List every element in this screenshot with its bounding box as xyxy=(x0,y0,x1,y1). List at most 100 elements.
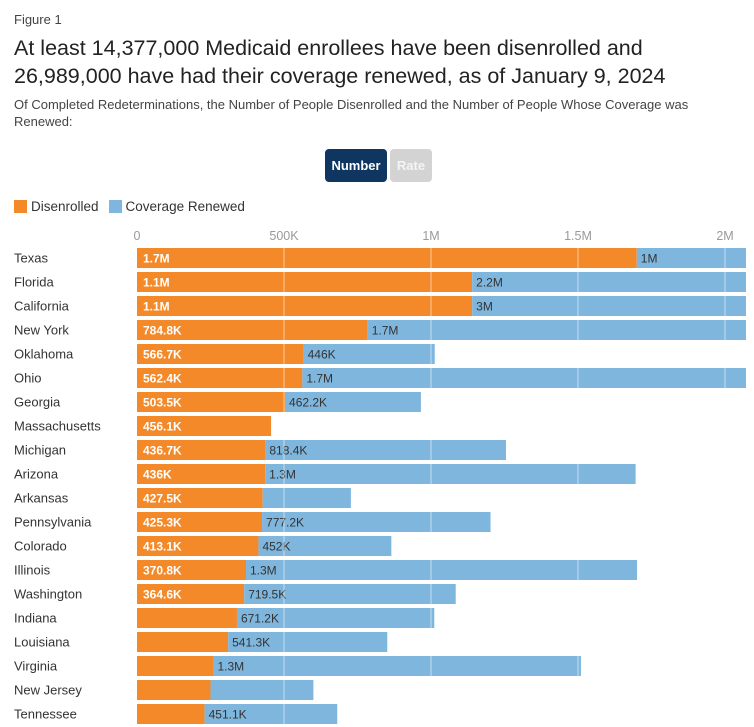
bar-disenrolled xyxy=(137,416,272,436)
data-label-disenrolled: 1.1M xyxy=(143,300,170,314)
data-label-coverage-renewed: 541.3K xyxy=(232,636,270,650)
bar-coverage-renewed xyxy=(258,536,392,556)
bar-coverage-renewed xyxy=(210,680,314,700)
bar-disenrolled xyxy=(137,488,263,508)
legend-item-disenrolled[interactable]: Disenrolled xyxy=(14,199,99,214)
category-label: Oklahoma xyxy=(14,347,74,362)
bar-disenrolled xyxy=(137,536,259,556)
figure-label: Figure 1 xyxy=(14,12,62,27)
bar-coverage-renewed xyxy=(303,344,435,364)
category-label: Florida xyxy=(14,275,55,290)
data-label-coverage-renewed: 451.1K xyxy=(209,708,247,722)
legend-swatch-coverage-renewed xyxy=(108,200,122,213)
data-label-coverage-renewed: 671.2K xyxy=(241,612,279,626)
chart-legend: Disenrolled Coverage Renewed xyxy=(14,199,255,214)
data-label-coverage-renewed: 818.4K xyxy=(269,444,307,458)
bar-disenrolled xyxy=(137,320,368,340)
bar-coverage-renewed xyxy=(265,440,506,460)
x-tick-label: 1M xyxy=(422,229,439,243)
data-label-disenrolled: 456.1K xyxy=(143,420,182,434)
data-label-disenrolled: 370.8K xyxy=(143,564,182,578)
data-label-coverage-renewed: 446K xyxy=(308,348,336,362)
category-label: Arkansas xyxy=(14,491,69,506)
data-label-coverage-renewed: 1M xyxy=(641,252,658,266)
legend-item-coverage-renewed[interactable]: Coverage Renewed xyxy=(108,199,245,214)
data-label-coverage-renewed: 1.7M xyxy=(306,372,333,386)
data-label-coverage-renewed: 3M xyxy=(476,300,493,314)
data-label-coverage-renewed: 1.3M xyxy=(250,564,277,578)
bar-coverage-renewed xyxy=(204,704,338,724)
bar-disenrolled xyxy=(137,608,237,628)
category-label: Louisiana xyxy=(14,635,70,650)
data-label-disenrolled: 784.8K xyxy=(143,324,182,338)
data-label-disenrolled: 427.5K xyxy=(143,492,182,506)
bar-coverage-renewed xyxy=(246,560,638,580)
number-toggle-button[interactable]: Number xyxy=(325,149,387,182)
x-tick-label: 500K xyxy=(269,229,299,243)
bar-disenrolled xyxy=(137,704,205,724)
data-label-coverage-renewed: 462.2K xyxy=(289,396,327,410)
x-tick-label: 2M xyxy=(716,229,733,243)
data-label-disenrolled: 562.4K xyxy=(143,372,182,386)
bar-coverage-renewed xyxy=(262,488,351,508)
bar-coverage-renewed xyxy=(636,248,746,268)
category-label: Tennessee xyxy=(14,707,77,722)
data-label-disenrolled: 566.7K xyxy=(143,348,182,362)
category-label: New Jersey xyxy=(14,683,82,698)
bar-coverage-renewed xyxy=(472,272,746,292)
data-label-coverage-renewed: 777.2K xyxy=(266,516,304,530)
data-label-disenrolled: 436K xyxy=(143,468,172,482)
bar-coverage-renewed xyxy=(236,608,435,628)
category-label: Illinois xyxy=(14,563,51,578)
x-tick-label: 0 xyxy=(134,229,141,243)
bar-coverage-renewed xyxy=(302,368,746,388)
bar-coverage-renewed xyxy=(228,632,388,652)
bar-disenrolled xyxy=(137,368,303,388)
data-label-disenrolled: 1.1M xyxy=(143,276,170,290)
bar-disenrolled xyxy=(137,584,245,604)
bar-disenrolled xyxy=(137,272,473,292)
bar-coverage-renewed xyxy=(285,392,421,412)
bar-coverage-renewed xyxy=(265,464,636,484)
category-label: Massachusetts xyxy=(14,419,101,434)
data-label-coverage-renewed: 1.7M xyxy=(372,324,399,338)
data-label-coverage-renewed: 1.3M xyxy=(269,468,296,482)
bar-disenrolled xyxy=(137,560,247,580)
category-label: California xyxy=(14,299,70,314)
bar-coverage-renewed xyxy=(262,512,491,532)
legend-label-coverage-renewed: Coverage Renewed xyxy=(125,199,245,214)
legend-label-disenrolled: Disenrolled xyxy=(31,199,99,214)
bar-disenrolled xyxy=(137,392,286,412)
bar-disenrolled xyxy=(137,296,473,316)
category-label: Washington xyxy=(14,587,82,602)
data-label-disenrolled: 503.5K xyxy=(143,396,182,410)
category-label: Georgia xyxy=(14,395,61,410)
rate-toggle-button[interactable]: Rate xyxy=(390,149,432,182)
category-label: Colorado xyxy=(14,539,67,554)
bar-disenrolled xyxy=(137,248,637,268)
x-tick-label: 1.5M xyxy=(564,229,592,243)
category-label: Texas xyxy=(14,251,48,266)
data-label-disenrolled: 436.7K xyxy=(143,444,182,458)
data-label-disenrolled: 425.3K xyxy=(143,516,182,530)
bar-coverage-renewed xyxy=(213,656,581,676)
category-label: Virginia xyxy=(14,659,58,674)
chart-title: At least 14,377,000 Medicaid enrollees h… xyxy=(14,36,666,88)
bar-coverage-renewed xyxy=(244,584,456,604)
data-label-disenrolled: 413.1K xyxy=(143,540,182,554)
bar-disenrolled xyxy=(137,632,229,652)
bar-disenrolled xyxy=(137,680,211,700)
category-label: New York xyxy=(14,323,69,338)
bar-disenrolled xyxy=(137,656,214,676)
category-label: Michigan xyxy=(14,443,66,458)
data-label-disenrolled: 1.7M xyxy=(143,252,170,266)
category-label: Arizona xyxy=(14,467,59,482)
category-label: Ohio xyxy=(14,371,41,386)
chart-subtitle: Of Completed Redeterminations, the Numbe… xyxy=(14,97,689,129)
legend-swatch-disenrolled xyxy=(14,200,27,213)
data-label-disenrolled: 364.6K xyxy=(143,588,182,602)
bar-disenrolled xyxy=(137,440,266,460)
data-label-coverage-renewed: 2.2M xyxy=(476,276,503,290)
bar-coverage-renewed xyxy=(367,320,746,340)
category-label: Pennsylvania xyxy=(14,515,92,530)
